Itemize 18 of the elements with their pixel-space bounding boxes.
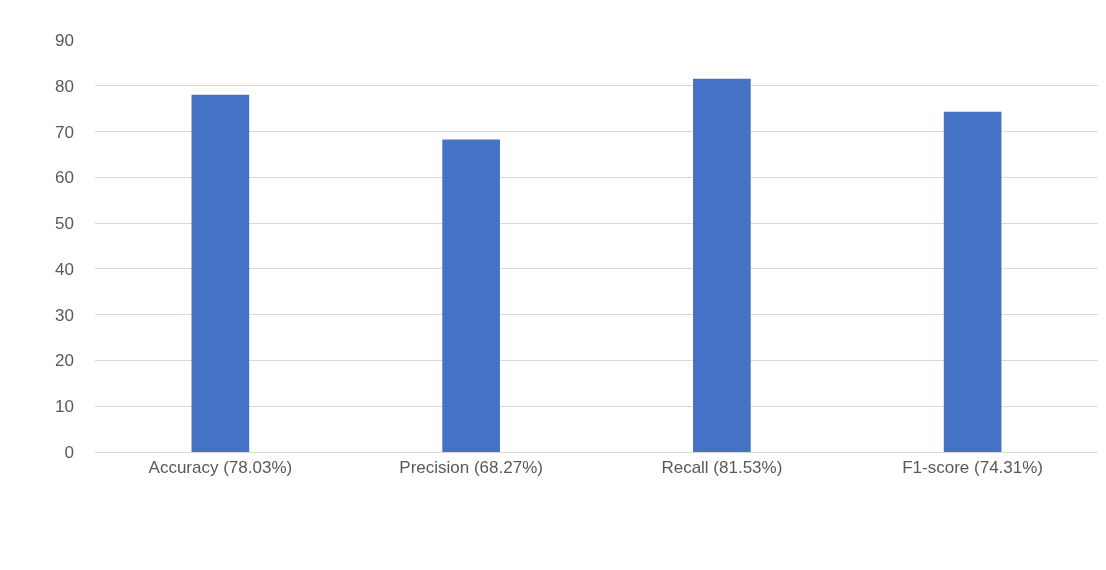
bar [442,139,500,452]
y-tick-label: 90 [55,30,74,50]
x-tick-label: Precision (68.27%) [399,458,543,478]
y-tick-label: 70 [55,122,74,142]
bar [693,78,751,452]
x-tick-label: F1-score (74.31%) [902,458,1044,478]
y-tick-label: 40 [55,259,74,279]
x-tick-label: Recall (81.53%) [661,458,783,478]
bar [191,94,250,452]
y-tick-label: 60 [55,168,74,188]
y-tick-label: 80 [55,76,74,96]
y-tick-label: 0 [64,442,74,462]
y-tick-label: 50 [55,214,74,234]
bar [943,111,1002,452]
y-tick-label: 30 [55,305,74,325]
y-tick-label: 20 [55,351,74,371]
x-tick-label: Accuracy (78.03%) [148,458,293,478]
y-tick-label: 10 [55,397,74,417]
